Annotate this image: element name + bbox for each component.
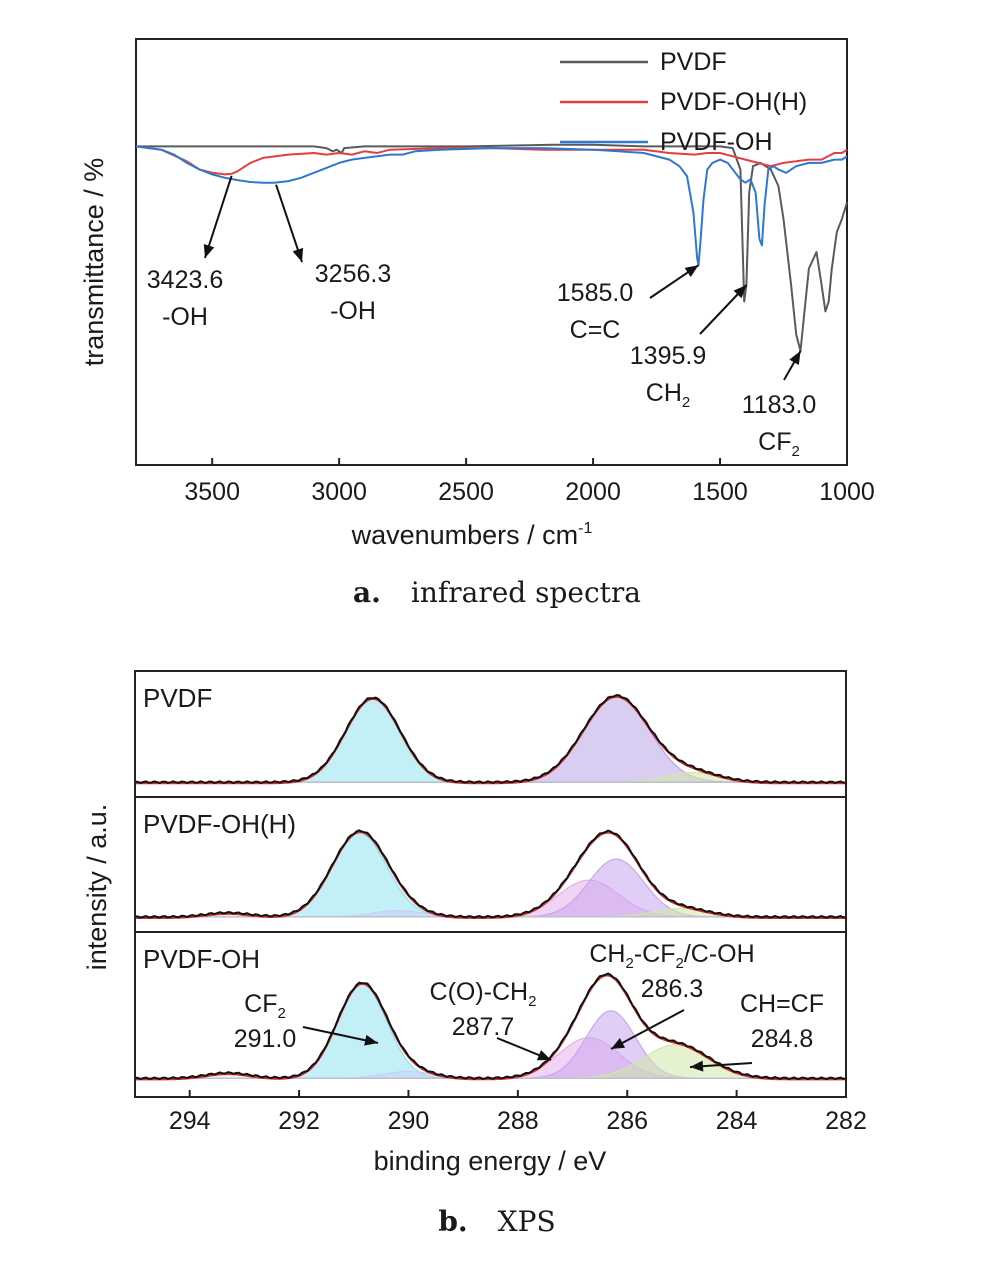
ir-annotation-arrow-head — [292, 247, 304, 262]
ir-x-axis-label: wavenumbers / cm-1 — [351, 520, 593, 550]
xps-plot-frame — [134, 670, 847, 1098]
ir-x-tick-label: 3500 — [184, 478, 240, 506]
ir-series — [135, 143, 848, 352]
ir-x-tick-label: 2000 — [565, 478, 621, 506]
ir-legend-label: PVDF — [660, 48, 727, 76]
ir-annotation-arrow-head — [203, 243, 215, 258]
xps-annotation-value: 286.3 — [641, 975, 704, 1003]
xps-annotation-arrow-head — [536, 1050, 551, 1061]
ir-annotation-arrow-line — [204, 175, 233, 259]
ir-annotation-label: 3256.3 — [315, 260, 391, 288]
xps-component-peak — [135, 879, 846, 918]
xps-x-tick-label: 290 — [388, 1107, 430, 1135]
ir-annotation-label: 3423.6 — [147, 266, 223, 294]
xps-annotation-value: 284.8 — [751, 1025, 814, 1053]
ir-annotation-group: CF2 — [758, 428, 800, 460]
xps-fit-line — [135, 831, 846, 919]
ir-annotation-group: C=C — [570, 316, 621, 344]
ir-annotation-group: CH2 — [646, 379, 690, 411]
xps-annotation-arrow-line — [610, 1009, 685, 1050]
xps-fit-line — [135, 695, 846, 785]
ir-annotation-group: -OH — [330, 297, 376, 325]
xps-y-axis-label: intensity / a.u. — [82, 804, 112, 971]
ir-annotations: 3423.6 -OH 3256.3 -OH 1585.0 C=C 1395.9 CH2 1183… — [147, 175, 817, 460]
ir-x-tick-label: 2500 — [438, 478, 494, 506]
ir-legend-label: PVDF-OH — [660, 128, 773, 156]
xps-annotation-value: 291.0 — [234, 1025, 297, 1053]
xps-envelope-line — [134, 694, 846, 784]
xps-annotation-label: CH2-CF2/C-OH — [589, 940, 754, 972]
xps-panel: PVDF-OH(H) — [134, 796, 847, 919]
ir-annotation-group: -OH — [162, 303, 208, 331]
xps-envelope-line — [134, 829, 847, 919]
ir-annotation-label: 1585.0 — [557, 279, 633, 307]
xps-x-ticks: 294 292 290 288 286 284 282 — [169, 1090, 867, 1135]
ir-y-axis-label: transmittance / % — [79, 158, 109, 367]
xps-panel-name: PVDF-OH — [143, 944, 260, 974]
xps-component-peak — [135, 858, 847, 918]
xps-x-tick-label: 288 — [497, 1107, 539, 1135]
xps-annotation-label: C(O)-CH2 — [430, 978, 537, 1010]
ir-annotation-arrow-head — [789, 351, 801, 366]
xps-x-tick-label: 282 — [825, 1107, 867, 1135]
xps-annotation-arrow-head — [364, 1034, 378, 1046]
xps-panel-name: PVDF-OH(H) — [143, 809, 296, 839]
ir-chart: 3500 3000 2500 2000 1500 1000 PVDFPVDF-OH(H)P… — [79, 38, 875, 609]
xps-panels: PVDF PVDF-OH(H) PVDF-OH CF2 291.0 C(O)-CH2 287… — [134, 683, 847, 1081]
xps-panel-name: PVDF — [143, 683, 212, 713]
xps-x-tick-label: 286 — [606, 1107, 648, 1135]
xps-panel: PVDF — [134, 683, 846, 785]
ir-annotation-arrow-head — [733, 285, 747, 299]
ir-legend-label: PVDF-OH(H) — [660, 88, 807, 116]
ir-series-line — [136, 143, 848, 352]
xps-chart: PVDF PVDF-OH(H) PVDF-OH CF2 291.0 C(O)-CH2 287… — [82, 670, 867, 1238]
xps-annotation-label: CH=CF — [740, 990, 824, 1018]
xps-x-tick-label: 292 — [278, 1107, 320, 1135]
ir-caption: a. infrared spectra — [353, 576, 641, 609]
xps-annotation-label: CF2 — [244, 990, 286, 1022]
ir-x-tick-label: 1500 — [692, 478, 748, 506]
ir-series-line — [135, 145, 848, 267]
xps-annotation-arrow-head — [611, 1038, 626, 1049]
xps-component-peak — [135, 695, 846, 783]
xps-x-axis-label: binding energy / eV — [374, 1146, 607, 1176]
xps-annotation-arrow-head — [690, 1060, 704, 1072]
xps-panel: PVDF-OH CF2 291.0 C(O)-CH2 287.7 CH2-CF2/C-OH… — [134, 931, 847, 1081]
ir-x-tick-label: 1000 — [819, 478, 875, 506]
ir-x-tick-label: 3000 — [311, 478, 367, 506]
ir-annotation-label: 1395.9 — [630, 342, 706, 370]
ir-series-line — [135, 145, 848, 176]
ir-annotation-arrow-head — [684, 265, 699, 278]
xps-x-tick-label: 284 — [716, 1107, 758, 1135]
xps-annotation-value: 287.7 — [452, 1013, 515, 1041]
ir-x-ticks: 3500 3000 2500 2000 1500 1000 — [184, 458, 875, 506]
ir-annotation-arrow-line — [275, 184, 303, 263]
ir-annotation-label: 1183.0 — [742, 391, 817, 419]
xps-component-peak — [135, 696, 846, 783]
xps-x-tick-label: 294 — [169, 1107, 211, 1135]
ir-legend: PVDF PVDF-OH(H) PVDF-OH — [560, 48, 807, 156]
xps-component-peak — [134, 832, 846, 918]
xps-caption: b. XPS — [438, 1205, 555, 1238]
ir-plot-frame — [135, 38, 848, 466]
xps-envelope-line — [134, 972, 847, 1081]
